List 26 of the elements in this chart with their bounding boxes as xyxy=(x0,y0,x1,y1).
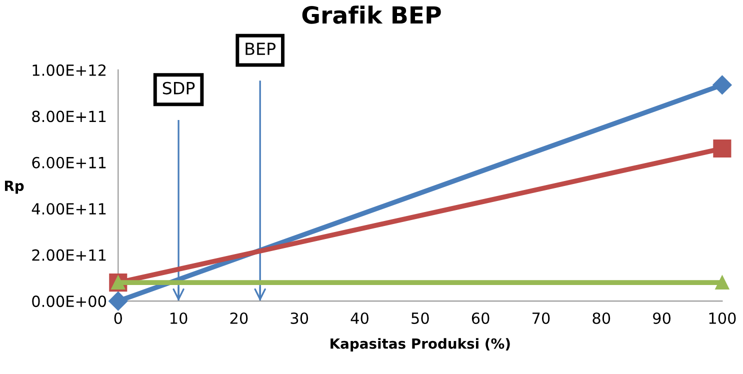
x-tick-label: 50 xyxy=(412,312,429,324)
point xyxy=(715,276,730,290)
y-tick-label: 1.00E+12 xyxy=(32,64,106,76)
y-tick-label: 8.00E+11 xyxy=(32,110,106,122)
point xyxy=(108,292,128,311)
chart-title: Grafik BEP xyxy=(302,6,441,24)
x-tick-label: 20 xyxy=(230,312,248,324)
x-tick-label: 80 xyxy=(592,312,610,324)
y-tick-label: 2.00E+11 xyxy=(32,249,106,261)
x-tick-label: 100 xyxy=(709,312,736,324)
x-tick-label: 10 xyxy=(170,312,188,324)
x-tick-label: 0 xyxy=(114,312,122,324)
point xyxy=(713,139,732,158)
x-tick-label: 40 xyxy=(350,312,368,324)
x-tick-label: 30 xyxy=(290,312,308,324)
y-tick-label: 4.00E+11 xyxy=(32,203,106,215)
x-tick-label: 60 xyxy=(472,312,490,324)
ref-line-label: SDP xyxy=(162,82,195,94)
y-axis-title: Rp xyxy=(4,180,24,194)
point xyxy=(712,75,732,94)
x-tick-label: 90 xyxy=(653,312,670,324)
x-axis-title: Kapasitas Produksi (%) xyxy=(330,338,510,352)
y-tick-label: 6.00E+11 xyxy=(32,156,106,168)
x-tick-label: 70 xyxy=(532,312,550,324)
y-tick-label: 0.00E+00 xyxy=(32,296,106,308)
ref-line-label: BEP xyxy=(246,42,276,55)
